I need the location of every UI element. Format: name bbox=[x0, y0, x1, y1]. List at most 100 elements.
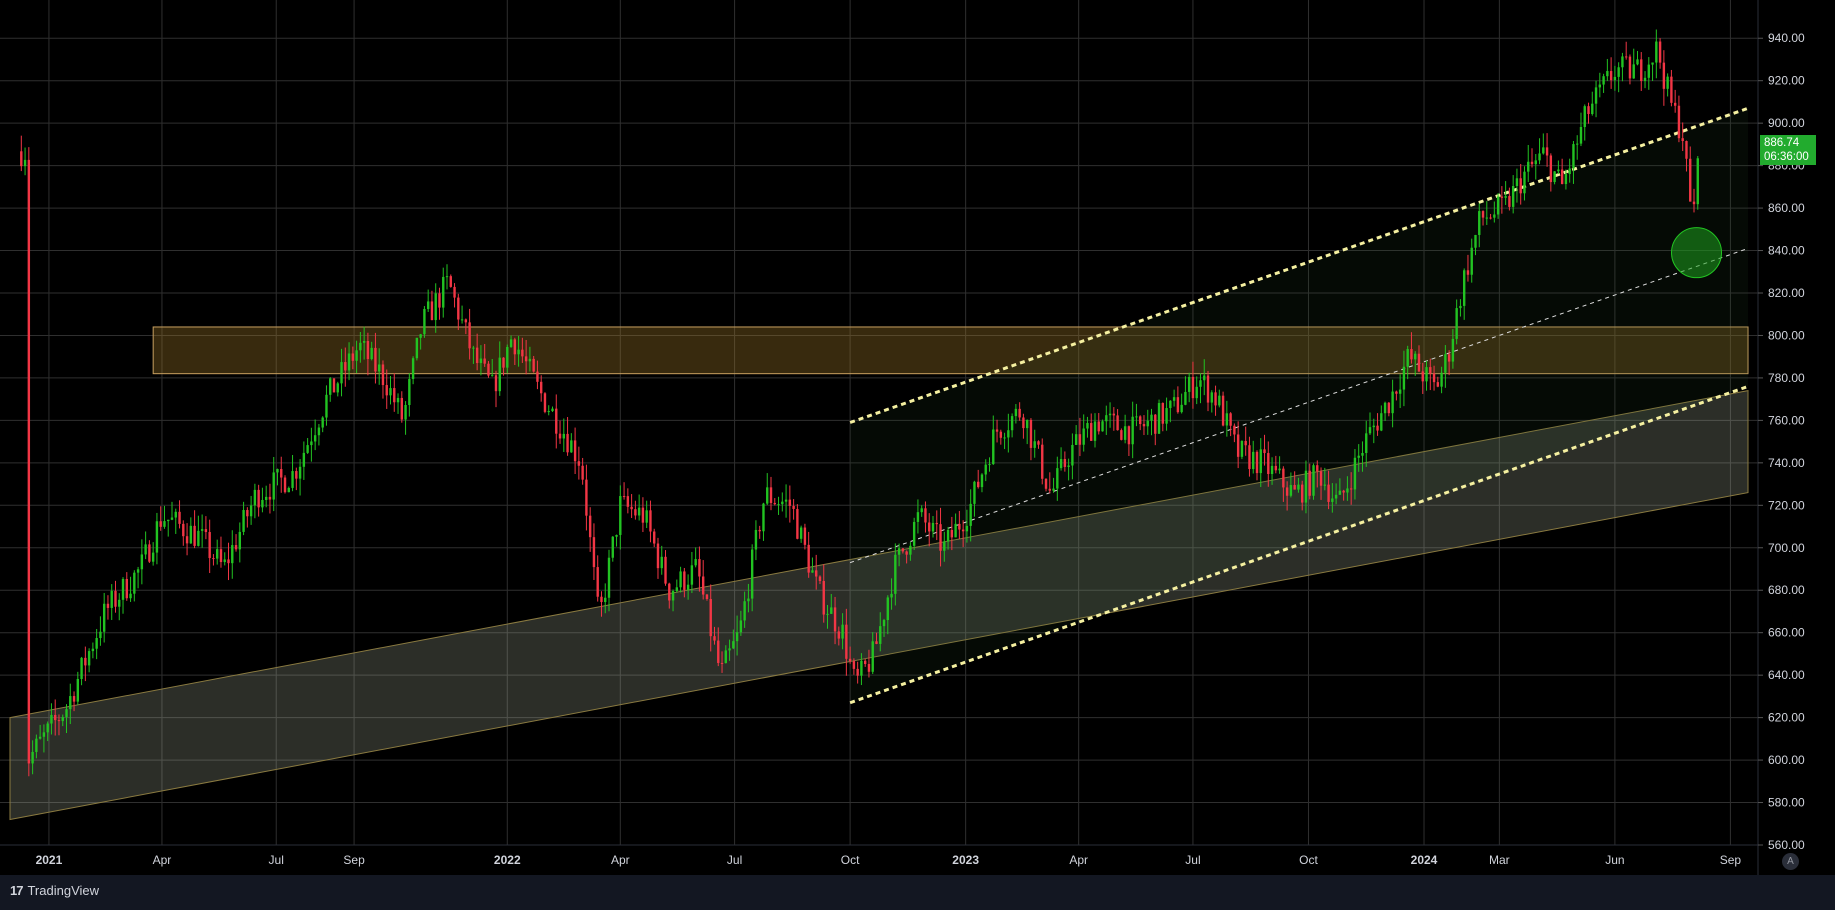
candle-body bbox=[724, 650, 727, 664]
price-tick-label: 820.00 bbox=[1768, 286, 1805, 300]
candle-body bbox=[1300, 484, 1304, 503]
candle-body bbox=[705, 594, 709, 599]
price-axis[interactable]: 560.00 580.00 600.00 620.00 640.00 660.00 680.… bbox=[1757, 0, 1805, 875]
candle-body bbox=[845, 624, 848, 659]
candle-body bbox=[1579, 126, 1583, 144]
candle-body bbox=[1135, 416, 1138, 418]
candle-body bbox=[788, 499, 792, 506]
candle-body bbox=[1576, 143, 1579, 145]
candle-body bbox=[1169, 400, 1172, 409]
candle-body bbox=[163, 521, 166, 527]
candle-body bbox=[513, 339, 517, 355]
candle-body bbox=[811, 570, 814, 573]
price-chart[interactable]: 560.00 580.00 600.00 620.00 640.00 660.00 680.… bbox=[0, 0, 1835, 875]
candle-body bbox=[80, 657, 83, 680]
candle-body bbox=[1059, 459, 1063, 469]
tradingview-logo[interactable]: 17 TradingView bbox=[10, 883, 99, 898]
candle-body bbox=[438, 293, 441, 308]
candle-body bbox=[1154, 414, 1157, 434]
candle-body bbox=[645, 510, 648, 523]
candlesticks bbox=[20, 29, 1699, 777]
candle-body bbox=[675, 587, 679, 592]
candle-body bbox=[1474, 234, 1477, 248]
candle-body bbox=[1327, 484, 1330, 502]
candle-body bbox=[588, 515, 592, 538]
candle-body bbox=[234, 545, 238, 550]
candle-body bbox=[600, 596, 603, 603]
resistance-zone bbox=[152, 326, 1749, 375]
candle-body bbox=[1496, 196, 1500, 215]
candle-body bbox=[1225, 413, 1229, 426]
candle-body bbox=[1436, 382, 1440, 387]
candle-body bbox=[1067, 465, 1070, 467]
candle-body bbox=[411, 358, 415, 379]
candle-body bbox=[1658, 41, 1662, 63]
candle-body bbox=[833, 607, 837, 632]
candle-body bbox=[1184, 391, 1187, 405]
candle-body bbox=[977, 481, 980, 488]
candle-body bbox=[46, 723, 49, 733]
candle-body bbox=[1357, 455, 1360, 458]
candle-body bbox=[1410, 349, 1413, 360]
candle-body bbox=[894, 554, 897, 594]
candle-body bbox=[1176, 397, 1180, 413]
candle-body bbox=[1229, 413, 1232, 426]
candle-body bbox=[1617, 67, 1620, 77]
candle-body bbox=[1685, 141, 1688, 159]
candle-body bbox=[118, 599, 121, 607]
candle-body bbox=[739, 620, 743, 633]
candle-body bbox=[713, 636, 716, 641]
candle-body bbox=[1398, 389, 1402, 394]
candle-body bbox=[1165, 408, 1168, 424]
candle-body bbox=[1511, 186, 1515, 207]
candle-body bbox=[528, 358, 532, 362]
candle-body bbox=[295, 471, 298, 479]
candle-body bbox=[637, 507, 641, 516]
candle-body bbox=[1218, 395, 1221, 406]
candle-body bbox=[634, 509, 637, 516]
candle-body bbox=[879, 626, 882, 644]
candle-body bbox=[509, 339, 513, 347]
candle-body bbox=[502, 357, 505, 368]
candle-body bbox=[1127, 426, 1131, 445]
candle-body bbox=[924, 508, 927, 523]
candle-body bbox=[1594, 87, 1598, 104]
candle-body bbox=[1621, 56, 1624, 68]
candle-body bbox=[359, 342, 362, 351]
candle-body bbox=[31, 751, 34, 764]
candle-body bbox=[886, 597, 889, 621]
candle-body bbox=[445, 276, 449, 278]
candle-body bbox=[1033, 441, 1036, 448]
candle-body bbox=[611, 536, 614, 558]
candle-body bbox=[110, 590, 113, 608]
candle-body bbox=[686, 584, 690, 590]
candle-body bbox=[547, 411, 550, 413]
time-tick-label: Sep bbox=[343, 853, 365, 867]
candle-body bbox=[136, 569, 140, 573]
candle-body bbox=[1297, 484, 1300, 490]
time-axis[interactable]: 2021 Apr Jul Sep 2022 Apr Jul Oct 2023 Apr Jul Oct 2… bbox=[0, 844, 1758, 867]
candle-body bbox=[1391, 391, 1394, 414]
candle-body bbox=[1542, 147, 1545, 154]
candle-body bbox=[385, 385, 388, 396]
candle-body bbox=[747, 598, 750, 602]
candle-body bbox=[1466, 270, 1470, 275]
candle-body bbox=[1689, 158, 1692, 202]
auto-scale-button[interactable]: A bbox=[1782, 853, 1799, 870]
candle-body bbox=[1372, 425, 1375, 428]
price-tick-label: 640.00 bbox=[1768, 668, 1805, 682]
candle-body bbox=[1636, 59, 1639, 65]
candle-body bbox=[1673, 102, 1677, 106]
tradingview-logo-icon: 17 bbox=[10, 883, 24, 898]
candle-body bbox=[298, 466, 302, 479]
candle-body bbox=[1425, 367, 1428, 382]
candle-body bbox=[539, 381, 543, 394]
candle-body bbox=[1640, 59, 1643, 81]
price-tick-label: 920.00 bbox=[1768, 74, 1805, 88]
candle-body bbox=[871, 641, 874, 672]
candle-body bbox=[784, 499, 788, 502]
candle-body bbox=[1455, 308, 1458, 339]
candle-body bbox=[1206, 375, 1210, 403]
candle-body bbox=[717, 640, 720, 663]
candle-body bbox=[1323, 484, 1327, 486]
